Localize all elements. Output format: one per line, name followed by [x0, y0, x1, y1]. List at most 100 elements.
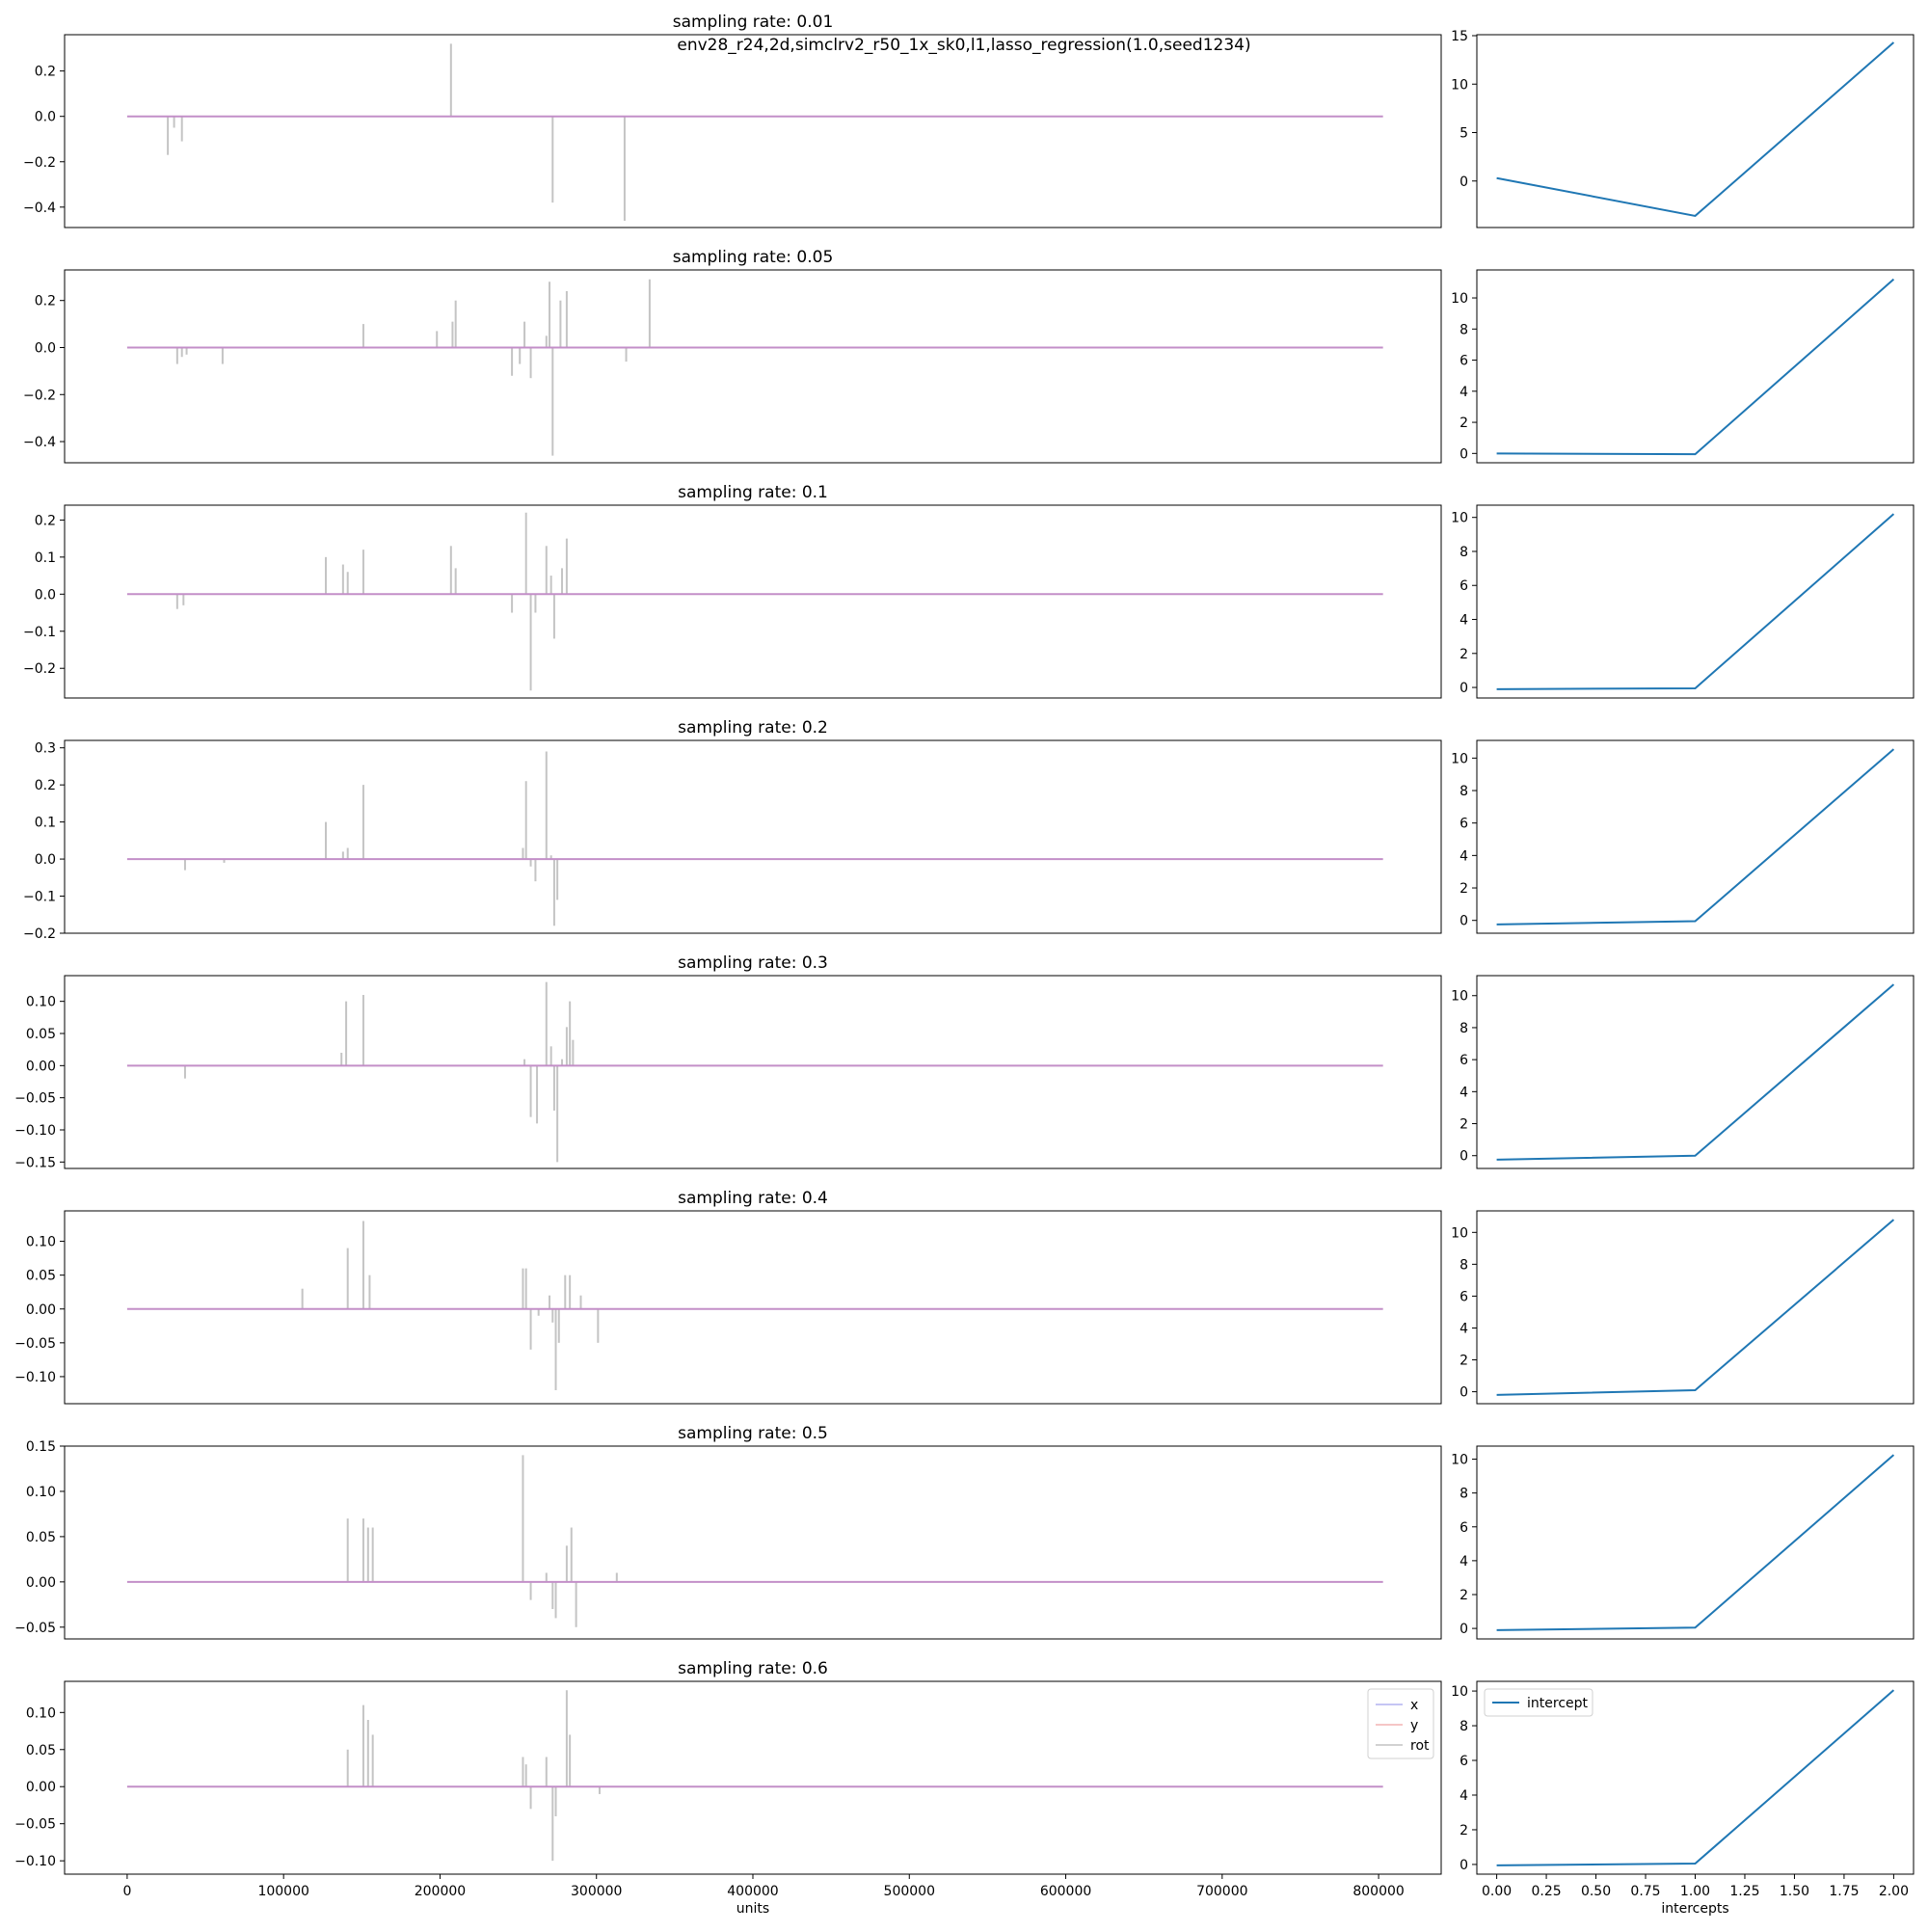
y-tick-label: 0: [1459, 681, 1468, 696]
panel-title: sampling rate: 0.6: [678, 1659, 828, 1678]
x-tick-label: 500000: [884, 1884, 935, 1899]
y-tick-label: −0.4: [23, 201, 56, 216]
y-tick-label: 4: [1459, 1554, 1468, 1570]
y-tick-label: 4: [1459, 1788, 1468, 1804]
legend-label-y: y: [1410, 1718, 1418, 1733]
y-tick-label: 0.0: [35, 852, 56, 868]
weights-panel: sampling rate: 0.1 −0.2 −0.1 0.0 0.1 0.2: [23, 483, 1442, 699]
weights-legend: xy rot: [1367, 1688, 1434, 1759]
weights-panel: sampling rate: 0.5 −0.05 0.00 0.05 0.10 0.15: [14, 1424, 1442, 1640]
weights-panel: sampling rate: 0.6 −0.10 −0.05 0.00 0.05 0.10…: [14, 1659, 1442, 1917]
y-tick-label: 10: [1451, 511, 1468, 526]
y-tick-label: 0.0: [35, 587, 56, 603]
panel-frame: [1476, 269, 1915, 464]
y-tick-label: 0.15: [26, 1439, 56, 1455]
y-tick-label: 10: [1451, 77, 1468, 93]
y-tick-label: 0.10: [26, 995, 56, 1010]
y-tick-label: −0.1: [23, 890, 56, 905]
y-tick-label: 0: [1459, 914, 1468, 929]
y-tick-label: −0.15: [14, 1155, 56, 1170]
y-tick-label: 0.00: [26, 1302, 56, 1318]
intercept-line: [1496, 1689, 1895, 1866]
y-tick-label: 8: [1459, 1257, 1468, 1273]
legend-label-intercept: intercept: [1527, 1696, 1589, 1711]
y-tick-label: 6: [1459, 1520, 1468, 1536]
y-tick-label: 8: [1459, 1719, 1468, 1734]
y-tick-label: 8: [1459, 1021, 1468, 1036]
weights-panel: sampling rate: 0.01 −0.4 −0.2 0.0 0.2: [23, 13, 1442, 228]
y-tick-label: 2: [1459, 1823, 1468, 1838]
legend-box: [1484, 1688, 1593, 1717]
y-tick-label: 5: [1459, 126, 1468, 142]
y-tick-label: 0: [1459, 1622, 1468, 1637]
x-tick-label: 0.00: [1482, 1884, 1512, 1899]
y-tick-label: 6: [1459, 1754, 1468, 1769]
y-tick-label: −0.05: [14, 1091, 56, 1107]
intercept-panel: 0 2 4 6 8 10: [1451, 1210, 1915, 1405]
y-tick-label: 0: [1459, 174, 1468, 190]
intercept-line: [1496, 1219, 1895, 1396]
y-tick-label: −0.05: [14, 1621, 56, 1636]
intercept-panel: 0 2 4 6 8 10: [1451, 1445, 1915, 1640]
y-tick-label: 0.10: [26, 1485, 56, 1500]
y-tick-label: 0.10: [26, 1235, 56, 1250]
y-tick-label: 0.3: [35, 741, 56, 757]
y-tick-label: 0.2: [35, 65, 56, 80]
intercept-panel: 0 2 4 6 8 10: [1451, 504, 1915, 699]
x-tick-label: 400000: [727, 1884, 778, 1899]
y-tick-label: −0.10: [14, 1854, 56, 1869]
y-tick-label: 0: [1459, 1858, 1468, 1873]
x-tick-label: 100000: [257, 1884, 308, 1899]
intercept-line: [1496, 278, 1895, 456]
intercept-legend: intercept: [1484, 1688, 1593, 1717]
x-axis-label: intercepts: [1661, 1901, 1728, 1917]
panel-frame: [1476, 739, 1915, 934]
weights-panel: sampling rate: 0.3 −0.15 −0.10 −0.05 0.00 0.0…: [14, 953, 1442, 1170]
panel-frame: [64, 975, 1442, 1169]
panel-frame: [64, 504, 1442, 699]
x-tick-label: 300000: [571, 1884, 622, 1899]
y-tick-label: 10: [1451, 1684, 1468, 1700]
x-axis-label: units: [736, 1901, 769, 1917]
figure-suptitle: env28_r24,2d,simclrv2_r50_1x_sk0,l1,lass…: [677, 36, 1250, 55]
y-tick-label: 0.00: [26, 1780, 56, 1795]
y-tick-label: 2: [1459, 1354, 1468, 1369]
panel-title: sampling rate: 0.05: [673, 248, 834, 267]
intercept-panel: 0 2 4 6 8 10: [1451, 739, 1915, 934]
y-tick-label: 2: [1459, 881, 1468, 897]
panel-title: sampling rate: 0.01: [673, 13, 834, 32]
y-tick-label: −0.2: [23, 661, 56, 677]
intercept-panel: 0 2 4 6 8 10: [1451, 269, 1915, 464]
x-tick-label: 1.25: [1729, 1884, 1759, 1899]
y-tick-label: −0.2: [23, 388, 56, 403]
y-tick-label: 0.10: [26, 1705, 56, 1721]
panel-title: sampling rate: 0.1: [678, 483, 828, 502]
panel-frame: [1476, 975, 1915, 1169]
panel-frame: [64, 1210, 1442, 1405]
intercept-line: [1496, 41, 1895, 218]
intercept-line: [1496, 983, 1895, 1161]
panel-frame: [1476, 504, 1915, 699]
panel-frame: [1476, 34, 1915, 228]
x-tick-label: 700000: [1196, 1884, 1247, 1899]
y-tick-label: −0.2: [23, 155, 56, 171]
intercept-panel: 0 2 4 6 8 10 0.00 0.25 0.50 0.75 1.00 1.25 1.50 1.75 2…: [1451, 1680, 1915, 1917]
legend-box: [1367, 1688, 1434, 1759]
panel-title: sampling rate: 0.4: [678, 1189, 828, 1208]
y-tick-label: 8: [1459, 1487, 1468, 1502]
panel-title: sampling rate: 0.2: [678, 718, 828, 738]
intercept-panel: 0 5 10 15: [1451, 29, 1915, 228]
y-tick-label: 0.0: [35, 340, 56, 356]
y-tick-label: 2: [1459, 416, 1468, 431]
y-tick-label: 0.00: [26, 1575, 56, 1591]
x-tick-label: 2.00: [1879, 1884, 1909, 1899]
y-tick-label: 6: [1459, 578, 1468, 594]
y-tick-label: 8: [1459, 784, 1468, 799]
y-tick-label: −0.1: [23, 625, 56, 640]
intercept-line: [1496, 748, 1895, 926]
y-tick-label: 0.1: [35, 550, 56, 566]
x-tick-label: 800000: [1352, 1884, 1404, 1899]
y-tick-label: 2: [1459, 1588, 1468, 1603]
y-tick-label: 4: [1459, 1321, 1468, 1336]
y-tick-label: 0.2: [35, 513, 56, 528]
